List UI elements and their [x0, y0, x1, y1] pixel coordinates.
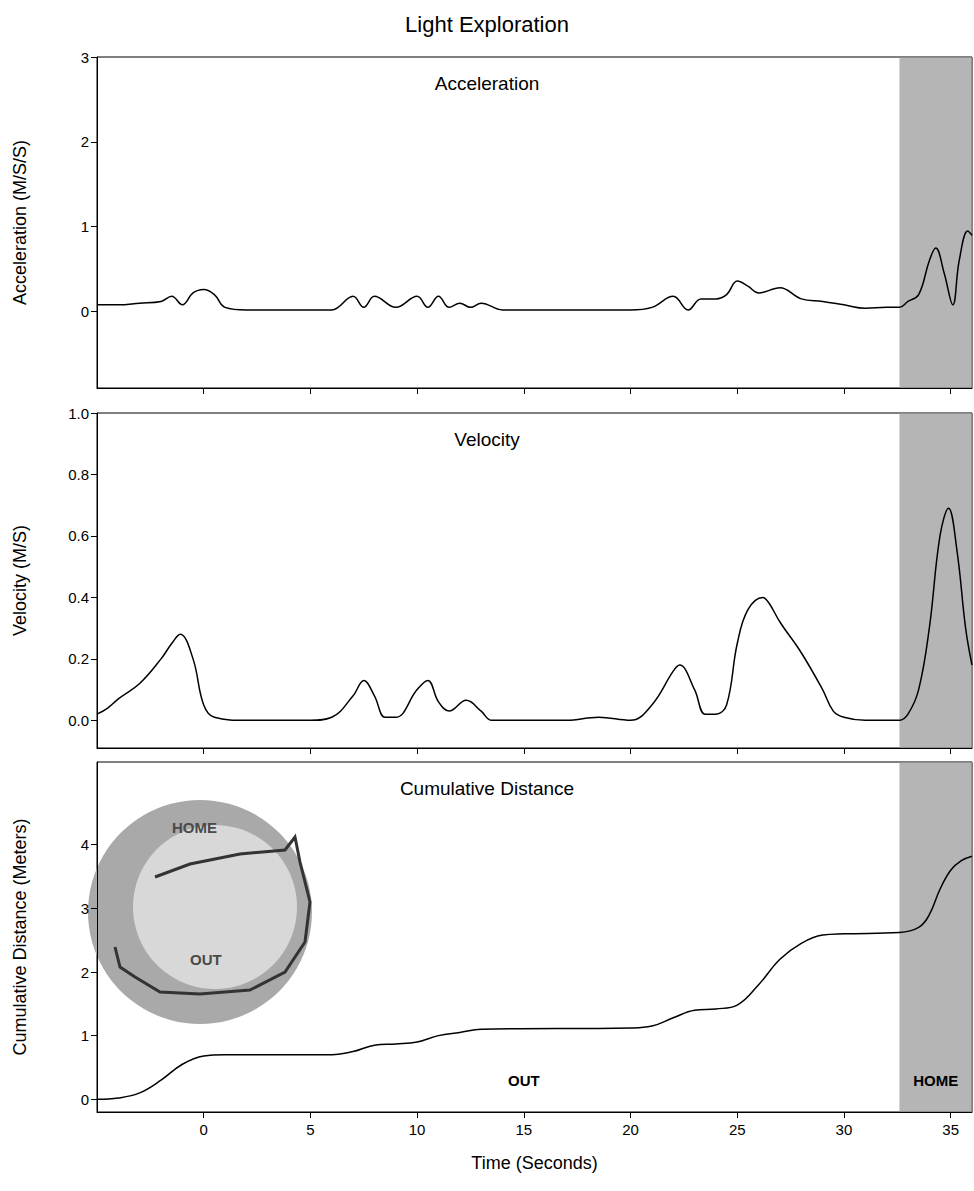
svg-text:Light Exploration: Light Exploration: [405, 12, 569, 37]
svg-text:0: 0: [81, 1091, 89, 1108]
svg-text:Acceleration (M/S/S): Acceleration (M/S/S): [10, 140, 30, 305]
svg-text:OUT: OUT: [508, 1072, 540, 1089]
svg-text:1: 1: [81, 1027, 89, 1044]
svg-text:Cumulative Distance: Cumulative Distance: [400, 778, 574, 799]
svg-text:HOME: HOME: [172, 819, 217, 836]
svg-text:HOME: HOME: [913, 1072, 958, 1089]
svg-text:0: 0: [81, 303, 89, 320]
svg-text:Velocity: Velocity: [454, 429, 520, 450]
svg-text:0.8: 0.8: [68, 466, 89, 483]
svg-text:3: 3: [81, 900, 89, 917]
svg-text:20: 20: [622, 1121, 639, 1138]
svg-text:Velocity (M/S): Velocity (M/S): [10, 525, 30, 636]
svg-text:0.4: 0.4: [68, 589, 89, 606]
svg-text:Acceleration: Acceleration: [435, 73, 540, 94]
svg-text:0: 0: [200, 1121, 208, 1138]
svg-text:0.2: 0.2: [68, 650, 89, 667]
svg-text:Time (Seconds): Time (Seconds): [471, 1153, 597, 1173]
svg-text:30: 30: [836, 1121, 853, 1138]
svg-text:15: 15: [515, 1121, 532, 1138]
svg-text:0.0: 0.0: [68, 712, 89, 729]
svg-text:Cumulative Distance (Meters): Cumulative Distance (Meters): [10, 818, 30, 1055]
svg-text:OUT: OUT: [190, 951, 222, 968]
svg-text:5: 5: [306, 1121, 314, 1138]
svg-text:3: 3: [81, 49, 89, 66]
svg-text:1: 1: [81, 218, 89, 235]
svg-text:4: 4: [81, 836, 89, 853]
svg-text:10: 10: [409, 1121, 426, 1138]
svg-text:1.0: 1.0: [68, 405, 89, 422]
svg-text:25: 25: [729, 1121, 746, 1138]
svg-text:2: 2: [81, 133, 89, 150]
svg-text:2: 2: [81, 964, 89, 981]
svg-text:35: 35: [942, 1121, 959, 1138]
svg-text:0.6: 0.6: [68, 527, 89, 544]
